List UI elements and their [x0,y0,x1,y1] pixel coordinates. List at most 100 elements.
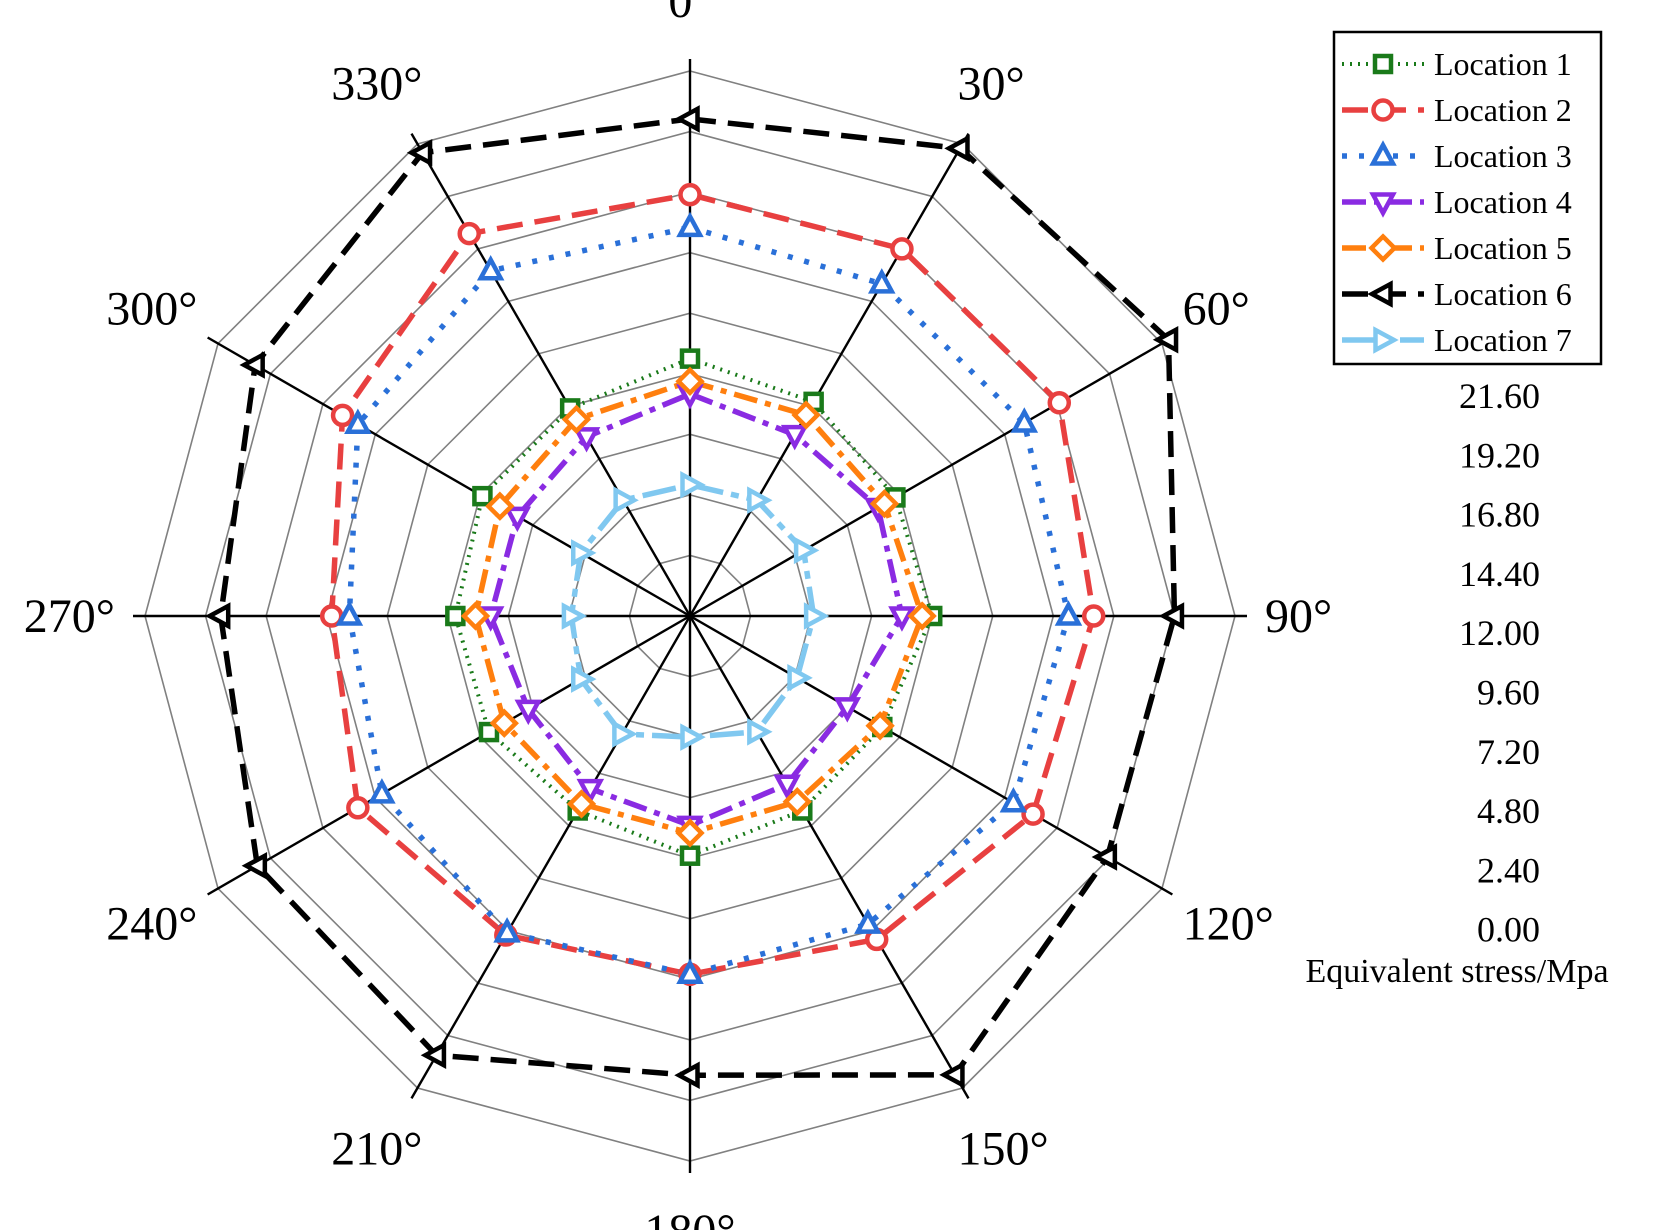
series-line-location-6 [217,116,1178,1078]
data-point-location-3 [854,908,882,934]
data-point-location-3 [1054,600,1083,626]
data-point-location-6 [674,1061,700,1089]
data-point-location-6 [1158,602,1185,630]
legend: Location 1 Location 2 Location 3 Location 4… [1332,30,1603,366]
data-point-location-4 [572,427,601,453]
data-point-location-3 [476,255,505,281]
angle-label: 330° [331,57,422,110]
angle-spoke [207,336,691,618]
data-point-location-7 [570,539,597,567]
legend-marker [1369,140,1397,166]
angle-label: 60° [1183,283,1250,336]
legend-entry: Location 6 [1434,276,1572,312]
data-point-location-2 [457,221,481,246]
data-point-location-3 [344,408,372,434]
legend-entry: Location 4 [1434,184,1572,220]
data-point-location-3 [335,600,364,626]
data-point-location-7 [787,664,813,692]
data-point-location-3 [867,268,896,294]
data-point-location-6 [1152,325,1179,354]
radial-axis-title: Equivalent stress/Mpa [1305,953,1608,990]
radial-tick-label: 4.80 [1477,791,1540,831]
angle-spoke [410,615,692,1099]
series-line-location-2 [328,191,1097,978]
data-point-location-1 [478,721,500,743]
data-point-location-6 [204,602,231,630]
legend-marker [1367,280,1393,308]
data-point-location-4 [514,699,543,726]
angle-label: 180° [644,1205,735,1230]
data-point-location-5 [485,491,515,521]
data-point-location-7 [793,536,820,565]
data-point-location-7 [803,602,830,630]
data-point-location-5 [489,708,519,738]
legend-marker [1373,326,1399,354]
radial-tick-label: 21.60 [1459,376,1540,416]
data-point-location-2 [1021,802,1045,826]
legend-marker [1372,53,1394,75]
data-point-location-5 [675,366,705,397]
angle-spoke [688,615,970,1099]
data-point-location-5 [460,601,491,631]
data-point-location-4 [888,606,916,632]
data-point-location-7 [613,486,639,514]
radial-tick-label: 2.40 [1477,850,1540,890]
legend-entry: Location 2 [1434,92,1572,128]
angle-label: 240° [106,898,197,951]
data-point-location-7 [747,486,773,514]
data-point-location-4 [773,774,801,800]
data-point-location-6 [241,852,268,880]
data-point-location-5 [782,787,812,817]
data-point-location-2 [678,182,702,207]
legend-marker [1369,192,1397,218]
radial-tick-labels: 21.60 19.20 16.80 14.40 12.00 9.60 7.20 4.80 2.4… [1459,376,1540,950]
angle-label: 90° [1265,590,1332,643]
radial-tick-label: 9.60 [1477,673,1540,713]
data-point-location-7 [680,723,706,751]
radial-tick-label: 16.80 [1459,495,1540,535]
data-point-location-6 [939,1061,965,1089]
data-point-location-1 [679,845,701,866]
legend-marker [1371,98,1395,122]
data-point-location-3 [999,786,1028,813]
angle-label: 270° [24,590,115,643]
angle-label: 0° [668,0,711,28]
legend-entry: Location 1 [1434,46,1572,82]
radial-tick-label: 7.20 [1477,732,1540,772]
angle-label: 300° [106,283,197,336]
series-line-location-3 [346,224,1072,978]
data-point-location-4 [780,424,809,451]
radial-tick-label: 14.40 [1459,554,1540,594]
radial-tick-label: 12.00 [1459,613,1540,653]
series-markers [204,105,1185,1089]
angle-label: 30° [958,57,1025,110]
data-point-location-4 [503,506,532,533]
angle-spoke [689,614,1173,896]
angle-label: 150° [958,1123,1049,1176]
series-lines [217,116,1178,1078]
data-point-location-5 [791,400,821,430]
data-point-location-4 [576,778,605,805]
radial-tick-label: 0.00 [1477,910,1540,950]
data-point-location-2 [330,403,355,428]
data-point-location-7 [680,471,706,499]
data-point-location-3 [368,778,396,804]
data-point-location-4 [833,697,862,723]
data-point-location-6 [420,1041,447,1069]
data-point-location-5 [561,404,592,435]
data-point-location-1 [679,348,701,369]
data-point-location-5 [869,489,900,519]
data-point-location-6 [239,351,265,379]
angle-spoke [688,133,970,617]
data-point-location-6 [944,134,970,163]
legend-entry: Location 7 [1434,322,1572,358]
data-point-location-6 [1091,843,1118,871]
angle-label: 210° [331,1123,422,1176]
data-point-location-2 [1081,604,1106,628]
angle-spoke [689,336,1173,618]
radial-tick-label: 19.20 [1459,435,1540,475]
data-point-location-7 [570,665,597,693]
data-point-location-2 [890,237,914,261]
angle-labels: 0° 30° 60° 90° 120° 150° 180° 210° 240° 270° 300° 3… [24,0,1332,1230]
